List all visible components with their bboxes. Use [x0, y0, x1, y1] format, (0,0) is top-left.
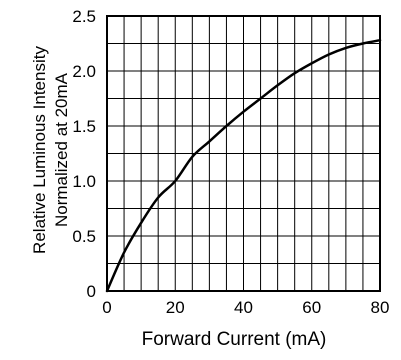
y-tick-label: 1.5: [72, 117, 96, 136]
y-axis-label-line-1: Relative Luminous Intensity: [30, 46, 49, 254]
x-axis-label: Forward Current (mA): [142, 329, 327, 350]
y-axis-ticks: 0 0.5 1.0 1.5 2.0 2.5: [72, 7, 96, 301]
y-axis-label-line-2: Normalized at 20mA: [52, 72, 71, 227]
x-tick-label: 60: [302, 298, 321, 317]
plot-frame: [106, 15, 381, 292]
x-axis-ticks: 0 20 40 60 80: [102, 298, 389, 317]
series-line: [105, 38, 382, 293]
x-tick-label: 20: [166, 298, 185, 317]
y-axis-label: Relative Luminous Intensity Normalized a…: [30, 46, 71, 254]
y-tick-label: 1.0: [72, 172, 96, 191]
y-tick-label: 2.0: [72, 62, 96, 81]
y-tick-label: 0: [87, 282, 96, 301]
x-tick-label: 40: [234, 298, 253, 317]
y-tick-label: 0.5: [72, 227, 96, 246]
x-tick-label: 80: [371, 298, 390, 317]
y-tick-label: 2.5: [72, 7, 96, 26]
grid: [107, 16, 380, 291]
x-tick-label: 0: [102, 298, 111, 317]
